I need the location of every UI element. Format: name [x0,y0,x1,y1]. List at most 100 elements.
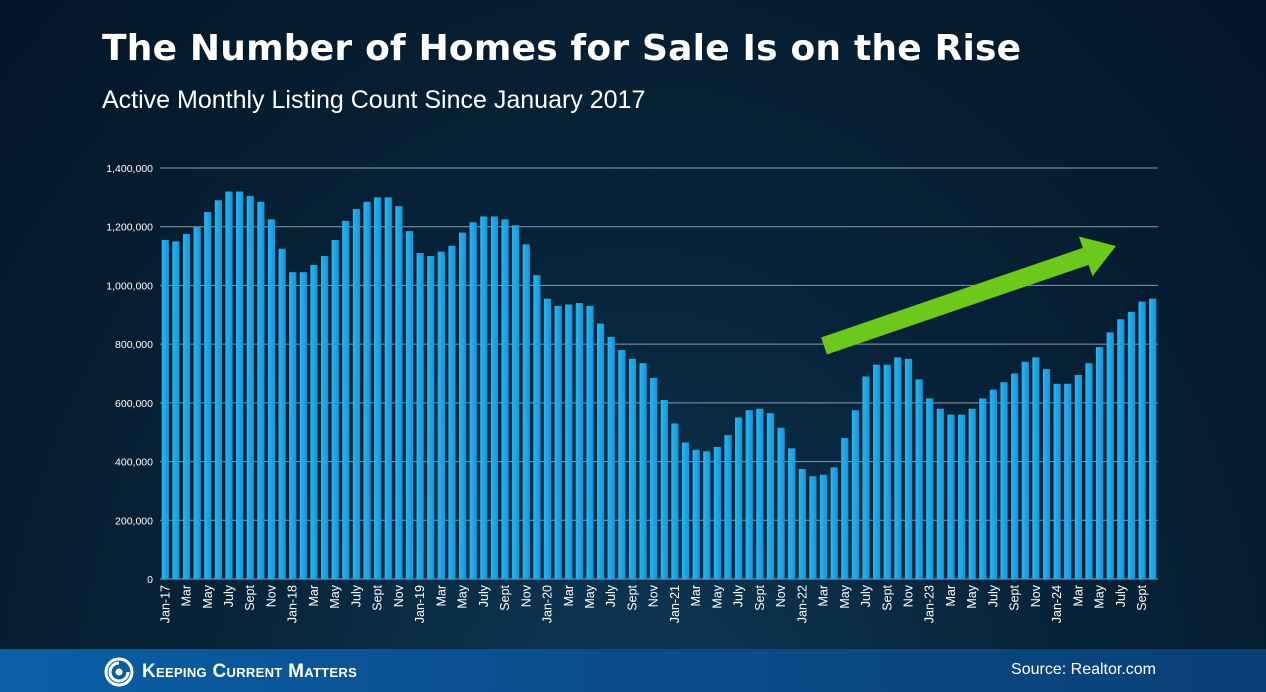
bar [936,408,944,579]
x-tick-label: Mar [307,585,321,607]
x-tick-label: Mar [944,585,958,607]
y-tick-label: 600,000 [115,398,153,410]
x-tick-label: Jan-21 [668,585,682,623]
bar [236,191,244,580]
x-tick-label: Nov [264,584,278,607]
x-tick-label: Mar [562,585,576,607]
x-tick-label: July [477,584,491,607]
bar [586,305,594,579]
bar [289,272,297,579]
bar [926,398,934,579]
bar [650,377,658,579]
bar [267,219,276,580]
bar [1074,374,1082,579]
x-tick-label: May [583,584,597,608]
x-tick-label: May [710,584,724,608]
x-tick-label: Mar [817,585,831,607]
bar [957,414,966,579]
bar [660,399,668,579]
x-tick-label: Jan-22 [795,585,809,623]
trend-arrow-icon [821,236,1116,355]
x-tick-label: July [222,584,236,607]
bar [1042,369,1051,579]
bar [607,336,615,579]
bar [1117,319,1125,579]
bar [671,423,679,579]
bar [501,219,509,580]
bar [480,216,488,579]
bar [618,350,626,579]
gridlines [160,167,1158,580]
bar [724,435,732,579]
bar [363,201,371,579]
bar [310,264,318,579]
bar [735,417,743,579]
bar [172,241,180,579]
brand-logo[interactable]: Keeping Current Matters [104,657,357,687]
bar [469,222,477,579]
bar [575,303,583,579]
x-tick-label: Nov [774,584,788,607]
y-tick-label: 200,000 [115,515,153,527]
x-tick-label: Nov [392,584,406,607]
bar [1000,382,1008,579]
x-tick-label: Jan-20 [541,585,555,623]
x-tick-label: May [456,584,470,608]
x-tick-label: Nov [519,584,533,607]
x-tick-label: Jan-24 [1050,585,1064,623]
bar [703,451,711,579]
x-tick-label: Sept [753,584,767,610]
bar [894,357,902,579]
bars [161,191,1157,580]
x-tick-label: July [604,584,618,607]
bar [798,468,806,579]
bar [989,389,998,579]
bar [1085,363,1093,579]
bar [331,239,339,579]
x-tick-label: July [859,584,873,607]
spiral-logo-icon [104,657,134,687]
bar [320,256,329,579]
bar [745,410,753,579]
bar [713,446,721,579]
bar [182,234,191,580]
bar [841,438,849,579]
trend-arrow-shape [821,236,1116,355]
x-tick-label: Jan-19 [413,585,427,623]
bar [1011,373,1019,579]
bar [278,248,286,580]
bar [904,358,913,579]
bar [1096,347,1104,579]
bar [628,358,637,579]
x-tick-label: Sept [1135,584,1149,610]
bar [405,231,414,579]
bar [458,232,467,579]
bar [968,408,976,579]
bar [161,239,169,579]
bar [777,427,785,579]
bar [597,323,605,579]
x-tick-label: July [986,584,1000,607]
bar [522,244,530,579]
chart-title: The Number of Homes for Sale Is on the R… [102,28,1022,69]
x-tick-label: Sept [1008,584,1022,610]
bar [1021,361,1029,579]
bar [395,206,403,579]
bar [299,272,307,579]
bar-chart: 0 200,000 400,000 600,000 800,000 1,000,000 1,… [106,163,1158,623]
bar [851,410,860,579]
bar [257,201,265,579]
x-tick-label: Sept [498,584,512,610]
y-tick-label: 1,000,000 [106,280,153,292]
bar [214,200,222,580]
x-tick-label: Nov [647,584,661,607]
bar [883,364,891,579]
bar [565,304,573,579]
x-tick-label: May [1093,584,1107,608]
bar [374,197,382,580]
x-tick-label: July [732,584,746,607]
y-tick-label: 400,000 [115,457,153,469]
bar [533,275,541,579]
y-tick-label: 1,400,000 [106,163,153,175]
x-tick-label: Mar [434,585,448,607]
